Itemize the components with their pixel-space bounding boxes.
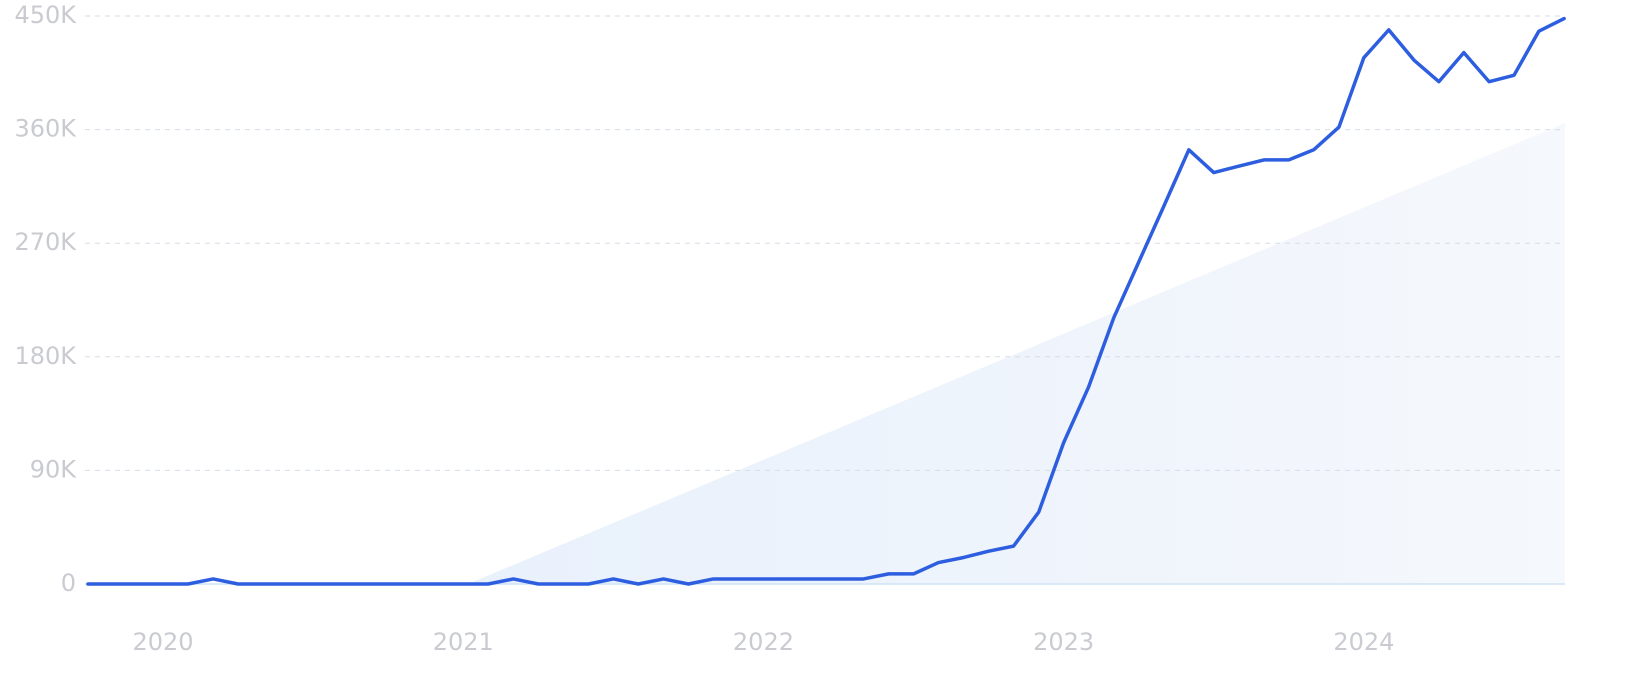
- y-tick-label: 180K: [14, 342, 77, 370]
- y-tick-label: 270K: [14, 228, 77, 256]
- data-line: [86, 16, 1566, 586]
- x-tick-label: 2020: [133, 628, 194, 656]
- x-tick-label: 2023: [1033, 628, 1094, 656]
- y-tick-label: 360K: [14, 115, 77, 143]
- x-tick-label: 2022: [733, 628, 794, 656]
- y-tick-label: 90K: [30, 455, 78, 483]
- x-tick-label: 2021: [433, 628, 494, 656]
- y-tick-label: 0: [61, 569, 76, 597]
- y-tick-label: 450K: [14, 1, 77, 29]
- x-tick-label: 2024: [1333, 628, 1394, 656]
- background-wedge: [468, 123, 1565, 584]
